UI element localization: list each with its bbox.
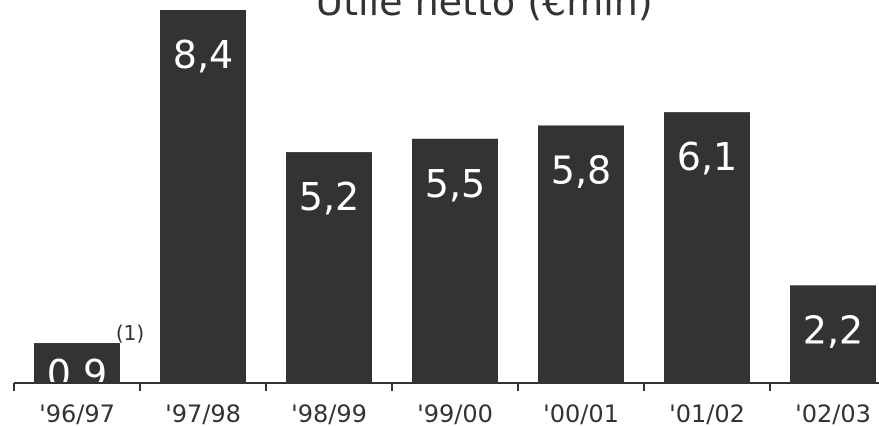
bars-group bbox=[34, 10, 876, 383]
data-label-98-99: 5,2 bbox=[299, 175, 359, 219]
bar-98-99 bbox=[286, 152, 372, 383]
tick-label-01-02: '01/02 bbox=[669, 400, 745, 426]
bar-02-03 bbox=[790, 285, 876, 383]
tick-label-98-99: '98/99 bbox=[291, 400, 367, 426]
bar-00-01 bbox=[538, 125, 624, 383]
bar-01-02 bbox=[664, 112, 750, 383]
chart-title: Utile netto (€mln) bbox=[315, 0, 652, 24]
bar-97-98 bbox=[160, 10, 246, 383]
data-label-01-02: 6,1 bbox=[677, 135, 737, 179]
data-label-97-98: 8,4 bbox=[173, 33, 233, 77]
x-tick-labels-group: '96/97 '97/98 '98/99 '99/00 '00/01 '01/02 '02/… bbox=[39, 400, 871, 426]
data-label-00-01: 5,8 bbox=[551, 148, 611, 192]
data-label-96-97: 0,9 bbox=[47, 352, 107, 396]
tick-label-00-01: '00/01 bbox=[543, 400, 619, 426]
tick-label-97-98: '97/98 bbox=[165, 400, 241, 426]
tick-label-02-03: '02/03 bbox=[795, 400, 871, 426]
data-label-99-00: 5,5 bbox=[425, 162, 485, 206]
tick-label-99-00: '99/00 bbox=[417, 400, 493, 426]
tick-label-96-97: '96/97 bbox=[39, 400, 115, 426]
bar-annotation: (1) bbox=[116, 321, 144, 345]
data-labels-group: 0,9 8,4 5,2 5,5 5,8 6,1 2,2 bbox=[47, 33, 863, 396]
x-ticks-group bbox=[13, 383, 771, 391]
bar-99-00 bbox=[412, 138, 498, 383]
bar-96-97 bbox=[34, 343, 120, 383]
data-label-02-03: 2,2 bbox=[803, 308, 863, 352]
